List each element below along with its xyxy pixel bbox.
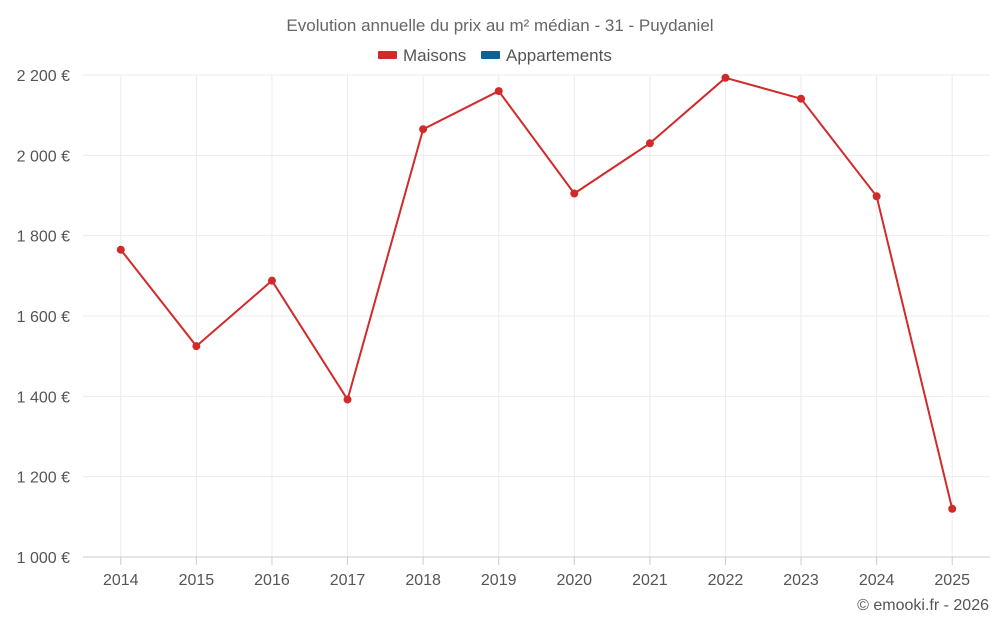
grid	[83, 74, 990, 557]
series-line-maisons	[120, 76, 954, 510]
y-tick-label: 2 200 €	[17, 68, 70, 85]
data-point-maisons[interactable]	[721, 73, 730, 82]
legend-swatch-appartements	[481, 51, 500, 59]
x-tick-label: 2015	[179, 572, 215, 589]
chart-title: Evolution annuelle du prix au m² médian …	[286, 16, 713, 35]
y-tick-label: 1 000 €	[17, 550, 70, 567]
credit-text: © emooki.fr - 2026	[857, 597, 989, 614]
x-tick-label: 2025	[934, 572, 970, 589]
legend: Maisons Appartements	[378, 46, 612, 65]
x-tick-label: 2016	[254, 572, 290, 589]
data-point-maisons[interactable]	[419, 125, 428, 134]
data-point-maisons[interactable]	[797, 94, 806, 103]
legend-swatch-maisons	[378, 51, 397, 59]
x-tick-label: 2014	[103, 572, 139, 589]
x-tick-label: 2021	[632, 572, 668, 589]
legend-label-appartements: Appartements	[506, 46, 612, 65]
axes: 2014 2015 2016 2017 2018 2019 2020 2021 2022 2023…	[17, 68, 990, 589]
y-tick-label: 1 800 €	[17, 229, 70, 246]
data-point-maisons[interactable]	[872, 192, 881, 201]
y-tick-label: 1 600 €	[17, 309, 70, 326]
data-point-maisons[interactable]	[192, 342, 201, 351]
series	[116, 73, 957, 513]
x-tick-label: 2024	[859, 572, 895, 589]
x-tick-label: 2019	[481, 572, 517, 589]
legend-label-maisons: Maisons	[403, 46, 466, 65]
data-point-maisons[interactable]	[570, 189, 579, 198]
data-point-maisons[interactable]	[494, 87, 503, 96]
data-point-maisons[interactable]	[267, 276, 276, 285]
legend-item-appartements[interactable]: Appartements	[481, 46, 612, 65]
y-tick-label: 2 000 €	[17, 148, 70, 165]
legend-item-maisons[interactable]: Maisons	[378, 46, 466, 65]
data-point-maisons[interactable]	[645, 139, 654, 148]
y-tick-label: 1 200 €	[17, 470, 70, 487]
data-point-maisons[interactable]	[343, 395, 352, 404]
x-tick-label: 2022	[708, 572, 744, 589]
x-tick-label: 2023	[783, 572, 819, 589]
x-tick-label: 2020	[556, 572, 592, 589]
x-tick-label: 2017	[330, 572, 366, 589]
x-tick-label: 2018	[405, 572, 441, 589]
data-point-maisons[interactable]	[948, 504, 957, 513]
data-point-maisons[interactable]	[116, 245, 125, 254]
y-tick-label: 1 400 €	[17, 389, 70, 406]
